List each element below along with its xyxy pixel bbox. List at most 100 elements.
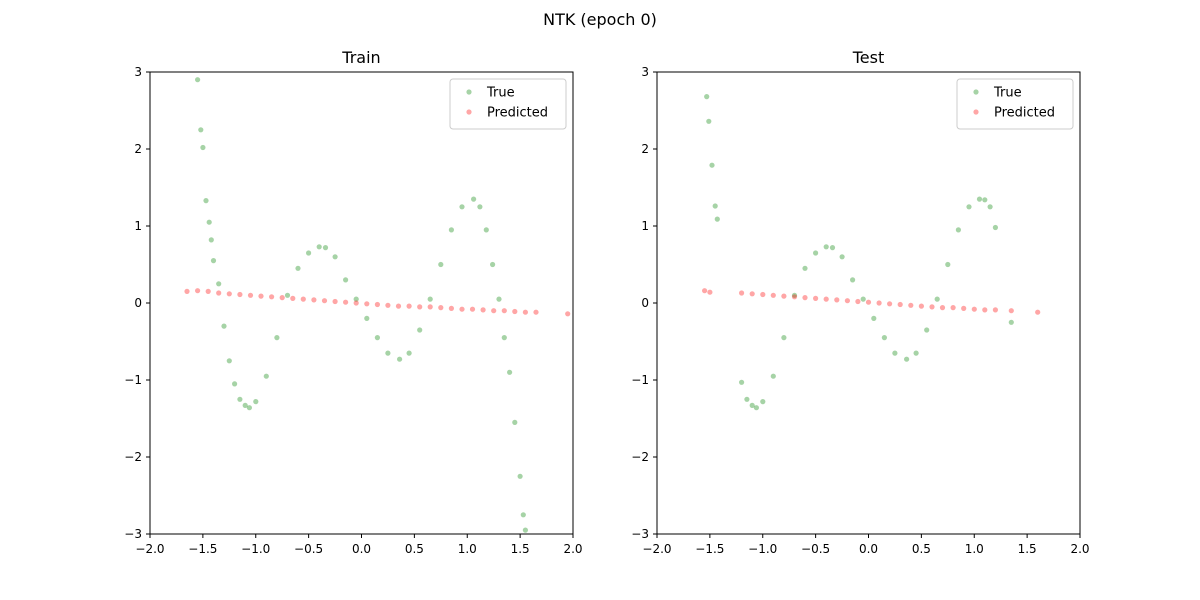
data-point (208, 237, 214, 243)
data-point (353, 300, 359, 306)
data-point (813, 250, 819, 256)
series-predicted (702, 288, 1041, 315)
data-point (706, 118, 712, 124)
data-point (206, 219, 212, 225)
data-point (512, 419, 518, 425)
data-point (850, 277, 856, 283)
axes-title: Test (852, 48, 885, 67)
legend-marker (466, 89, 472, 95)
data-point (242, 402, 248, 408)
x-tick-label: −0.5 (801, 542, 830, 556)
data-point (781, 293, 787, 299)
data-point (876, 300, 882, 306)
data-point (770, 292, 776, 298)
data-point (246, 405, 252, 411)
y-tick-label: 2 (134, 142, 142, 156)
data-point (200, 144, 206, 151)
data-point (417, 304, 423, 310)
y-tick-label: −2 (631, 450, 649, 464)
data-point (976, 196, 983, 202)
data-point (253, 399, 259, 405)
data-point (311, 297, 317, 303)
data-point (406, 350, 412, 356)
data-point (469, 306, 476, 312)
data-point (892, 350, 898, 356)
legend-box (956, 78, 1074, 130)
legend-label: Predicted (994, 106, 1055, 121)
data-point (397, 356, 403, 362)
data-point (823, 296, 829, 302)
data-point (448, 227, 454, 233)
data-point (992, 307, 999, 313)
data-point (512, 308, 518, 315)
y-tick-label: −2 (124, 450, 142, 464)
data-point (704, 94, 710, 100)
data-point (385, 350, 391, 356)
series-predicted (184, 288, 571, 317)
data-point (448, 305, 454, 311)
data-point (417, 327, 423, 333)
data-point (491, 308, 497, 314)
data-point (744, 396, 750, 402)
data-point (520, 512, 526, 518)
series-true (704, 94, 1014, 411)
data-point (982, 307, 988, 313)
data-point (374, 335, 380, 341)
data-point (1008, 319, 1014, 325)
y-tick-label: 3 (641, 65, 649, 79)
data-point (813, 295, 819, 301)
data-point (913, 350, 919, 356)
x-tick-label: 2.0 (1070, 542, 1089, 556)
y-tick-label: −3 (631, 527, 649, 541)
data-point (982, 197, 988, 203)
data-point (490, 261, 496, 268)
data-point (364, 301, 370, 307)
data-point (714, 216, 720, 222)
data-point (195, 77, 201, 83)
data-point (871, 315, 877, 321)
data-point (343, 299, 349, 305)
x-tick-label: 1.5 (511, 542, 530, 556)
legend-label: True (993, 86, 1022, 101)
x-tick-label: 1.0 (458, 542, 477, 556)
data-point (829, 245, 836, 251)
data-point (987, 204, 993, 210)
data-point (760, 399, 766, 405)
data-point (712, 203, 718, 209)
train-panel: Train −2.0 −1.5 −1.0 −0.5 0.0 0.5 1.0 1.5 2.0 −3 −2… (124, 48, 582, 556)
legend-label: True (486, 86, 515, 101)
data-point (739, 379, 745, 385)
data-point (274, 335, 280, 341)
x-tick-label: −0.5 (294, 542, 323, 556)
legend: True Predicted (449, 78, 567, 130)
data-point (702, 288, 708, 294)
data-point (945, 261, 951, 268)
data-point (263, 373, 269, 379)
data-point (184, 288, 190, 294)
data-point (904, 356, 910, 362)
legend-marker (973, 89, 979, 95)
legend: True Predicted (956, 78, 1074, 130)
y-tick-label: −1 (631, 373, 649, 387)
data-point (501, 335, 507, 341)
data-point (908, 302, 914, 308)
y-tick-label: 0 (641, 296, 649, 310)
data-point (232, 381, 238, 387)
data-point (471, 196, 477, 202)
test-panel: Test −2.0 −1.5 −1.0 −0.5 0.0 0.5 1.0 1.5 2.0 −3 −2 −… (631, 48, 1089, 556)
data-point (427, 304, 433, 310)
data-point (517, 473, 523, 479)
data-point (332, 298, 338, 305)
data-point (385, 302, 391, 308)
data-point (496, 296, 502, 302)
data-point (753, 405, 760, 411)
x-tick-label: 1.5 (1018, 542, 1037, 556)
data-point (839, 254, 845, 260)
data-point (374, 301, 380, 308)
x-tick-label: 2.0 (563, 542, 582, 556)
data-point (216, 290, 222, 296)
data-point (802, 265, 808, 271)
data-point (290, 295, 296, 301)
data-point (791, 292, 798, 298)
